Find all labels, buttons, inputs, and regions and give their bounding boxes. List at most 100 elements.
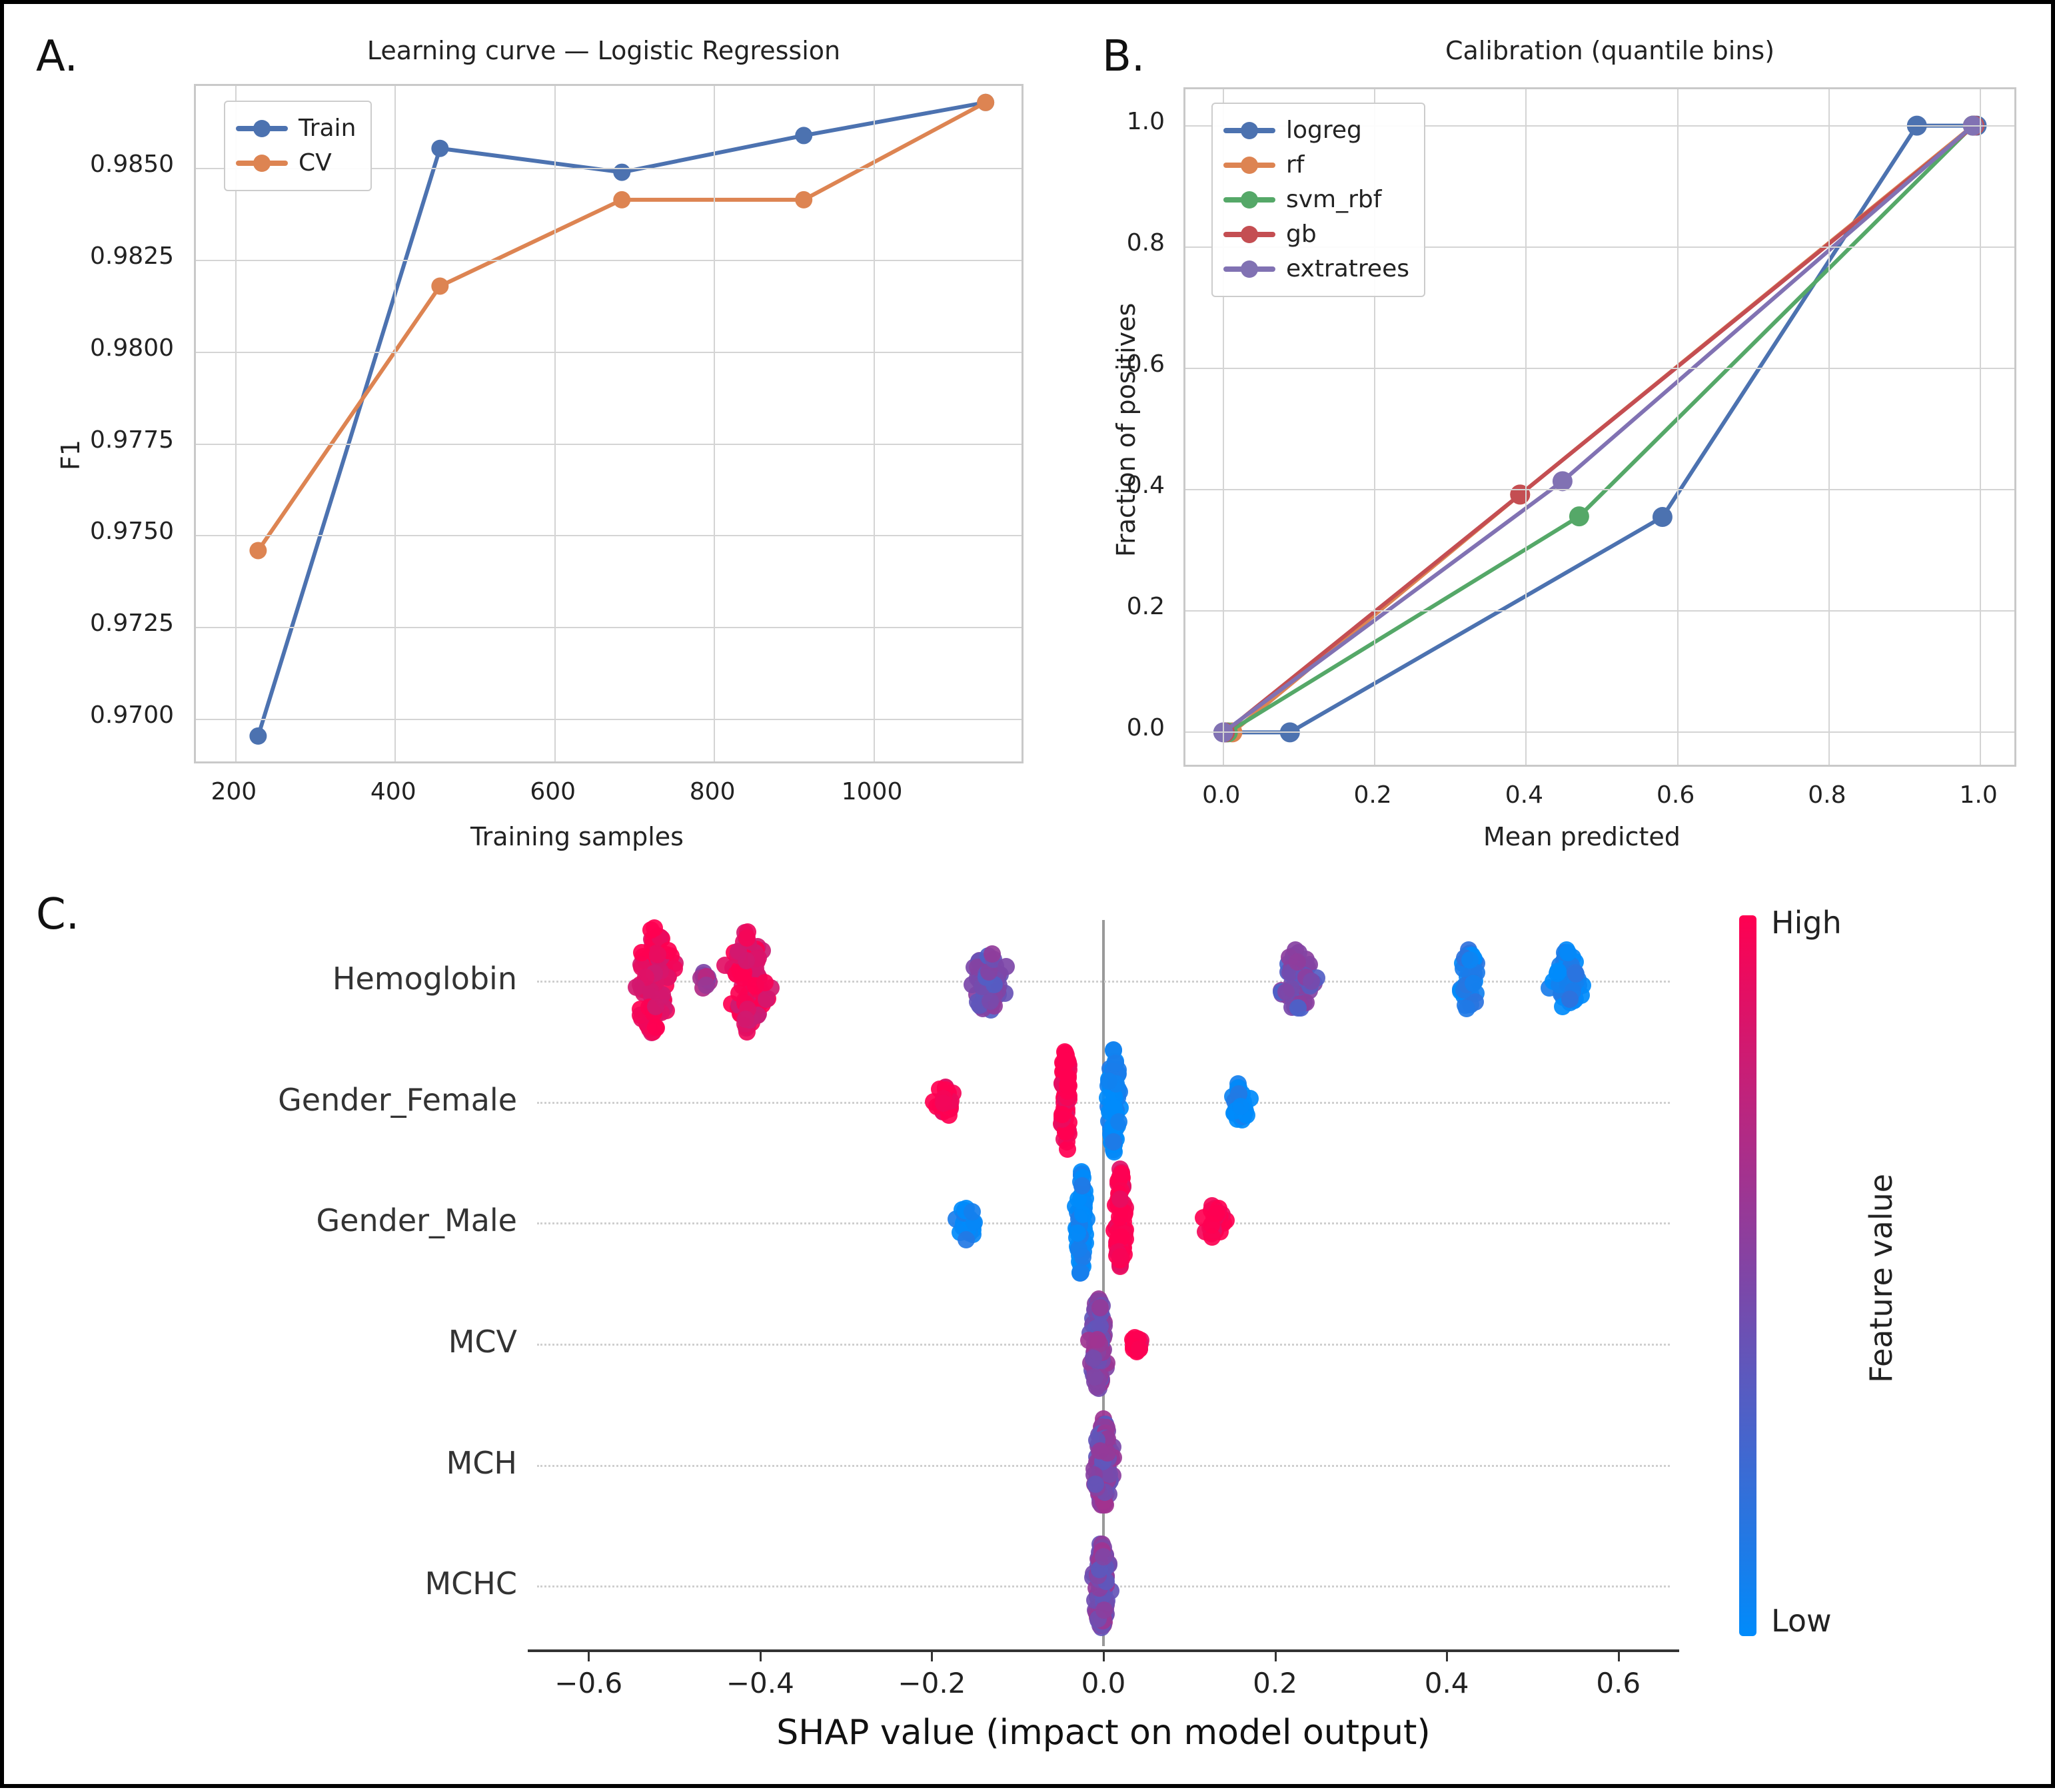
shap-point bbox=[1070, 1240, 1088, 1258]
shap-xtick-label: 0.6 bbox=[1596, 1667, 1641, 1699]
panel-a-point bbox=[613, 163, 631, 181]
panel-a-ytick-label: 0.9750 bbox=[90, 518, 174, 546]
grid-line-horizontal bbox=[196, 443, 1022, 445]
shap-point bbox=[1088, 1330, 1106, 1348]
grid-line-vertical bbox=[1828, 89, 1830, 765]
shap-point bbox=[1289, 999, 1307, 1017]
legend-item-rf[interactable]: rf bbox=[1223, 148, 1409, 183]
panel-b-xtick-label: 0.4 bbox=[1505, 781, 1543, 809]
panel-b-xtick-label: 0.2 bbox=[1353, 781, 1392, 809]
shap-xtick-label: 0.0 bbox=[1081, 1667, 1126, 1699]
shap-row-guideline bbox=[537, 1222, 1670, 1225]
shap-xtick-label: 0.4 bbox=[1424, 1667, 1469, 1699]
shap-point bbox=[632, 944, 650, 962]
legend-swatch bbox=[1223, 226, 1275, 243]
panel-a-learning-curve: A. Learning curve — Logistic Regression … bbox=[4, 4, 1070, 877]
panel-a-ytick-label: 0.9725 bbox=[90, 610, 174, 638]
shap-point bbox=[1232, 1098, 1250, 1116]
shap-xtick-label: −0.6 bbox=[554, 1667, 623, 1699]
legend-item-cv[interactable]: CV bbox=[236, 146, 356, 181]
legend-label: Train bbox=[299, 115, 356, 142]
shap-point bbox=[649, 945, 667, 963]
shap-point bbox=[1113, 1165, 1131, 1183]
grid-line-horizontal bbox=[196, 627, 1022, 629]
shap-point bbox=[756, 974, 774, 992]
shap-point bbox=[1091, 1442, 1109, 1460]
panel-a-point bbox=[431, 139, 449, 157]
panel-c-letter: C. bbox=[36, 890, 80, 939]
grid-line-vertical bbox=[1374, 89, 1376, 765]
panel-b-xtick-label: 0.6 bbox=[1656, 781, 1695, 809]
shap-point bbox=[1084, 1350, 1102, 1368]
panel-a-xtick-label: 400 bbox=[370, 778, 416, 805]
grid-line-vertical bbox=[235, 86, 237, 761]
panel-b-point bbox=[1652, 507, 1673, 528]
legend-item-extratrees[interactable]: extratrees bbox=[1223, 252, 1409, 286]
shap-point bbox=[1058, 1052, 1076, 1070]
shap-point bbox=[738, 952, 756, 970]
shap-point bbox=[1561, 991, 1579, 1009]
grid-line-vertical bbox=[1980, 89, 1982, 765]
legend-label: gb bbox=[1286, 221, 1317, 248]
panel-a-ytick-label: 0.9775 bbox=[90, 426, 174, 454]
shap-x-axis-line bbox=[528, 1649, 1679, 1652]
grid-line-horizontal bbox=[1185, 367, 2014, 369]
shap-feature-label-mcv: MCV bbox=[448, 1323, 517, 1360]
shap-feature-label-mch: MCH bbox=[446, 1444, 517, 1481]
legend-item-gb[interactable]: gb bbox=[1223, 217, 1409, 252]
legend-swatch bbox=[1223, 122, 1275, 139]
legend-label: CV bbox=[299, 149, 332, 177]
shap-point bbox=[983, 945, 1001, 963]
panel-a-legend[interactable]: Train CV bbox=[224, 101, 372, 191]
shap-point bbox=[1464, 975, 1482, 993]
grid-line-vertical bbox=[873, 86, 875, 761]
legend-marker-dot bbox=[1241, 260, 1258, 278]
shap-plot-area bbox=[537, 919, 1670, 1646]
shap-feature-label-mchc: MCHC bbox=[424, 1566, 517, 1602]
legend-item-logreg[interactable]: logreg bbox=[1223, 113, 1409, 148]
shap-feature-label-gender_male: Gender_Male bbox=[316, 1202, 517, 1239]
shap-point bbox=[1277, 983, 1295, 1001]
shap-point bbox=[642, 921, 660, 939]
shap-point bbox=[1053, 1106, 1071, 1124]
shap-point bbox=[646, 998, 664, 1016]
panel-b-ytick-label: 0.4 bbox=[1126, 472, 1165, 500]
legend-item-train[interactable]: Train bbox=[236, 111, 356, 146]
panel-b-ytick-label: 0.6 bbox=[1126, 350, 1165, 378]
panel-a-axes bbox=[194, 84, 1024, 763]
grid-line-horizontal bbox=[196, 168, 1022, 170]
shap-point bbox=[1559, 943, 1577, 961]
legend-marker-dot bbox=[1241, 122, 1258, 139]
panel-a-xlabel: Training samples bbox=[470, 822, 684, 851]
shap-point bbox=[957, 1231, 975, 1249]
panel-b-calibration: B. Calibration (quantile bins) 0.0 0.2 0.4… bbox=[1070, 4, 2055, 877]
shap-point bbox=[981, 993, 999, 1011]
panel-a-ytick-label: 0.9825 bbox=[90, 242, 174, 270]
legend-marker-dot bbox=[1241, 157, 1258, 174]
shap-xtick-label: 0.2 bbox=[1253, 1667, 1297, 1699]
legend-label: extratrees bbox=[1286, 255, 1409, 282]
panel-a-point bbox=[249, 542, 267, 560]
legend-item-svm_rbf[interactable]: svm_rbf bbox=[1223, 183, 1409, 217]
grid-line-vertical bbox=[1222, 89, 1224, 765]
panel-b-ylabel: Fraction of positives bbox=[1111, 302, 1141, 557]
shap-point bbox=[1073, 1177, 1091, 1195]
shap-point bbox=[1072, 1264, 1090, 1282]
shap-feature-label-gender_female: Gender_Female bbox=[278, 1081, 517, 1118]
shap-xtick-label: −0.2 bbox=[898, 1667, 966, 1699]
grid-line-vertical bbox=[1525, 89, 1527, 765]
shap-point bbox=[758, 990, 776, 1008]
legend-label: logreg bbox=[1286, 117, 1362, 144]
shap-point bbox=[1567, 965, 1585, 983]
shap-point bbox=[738, 929, 756, 947]
panel-b-ytick-label: 0.8 bbox=[1126, 228, 1165, 256]
panel-a-point bbox=[249, 727, 267, 745]
legend-marker-dot bbox=[253, 155, 271, 172]
panel-b-xlabel: Mean predicted bbox=[1483, 822, 1681, 851]
shap-feature-label-hemoglobin: Hemoglobin bbox=[332, 960, 517, 997]
shap-point bbox=[998, 958, 1016, 976]
panel-a-point bbox=[795, 127, 813, 145]
shap-point bbox=[1095, 1601, 1113, 1619]
